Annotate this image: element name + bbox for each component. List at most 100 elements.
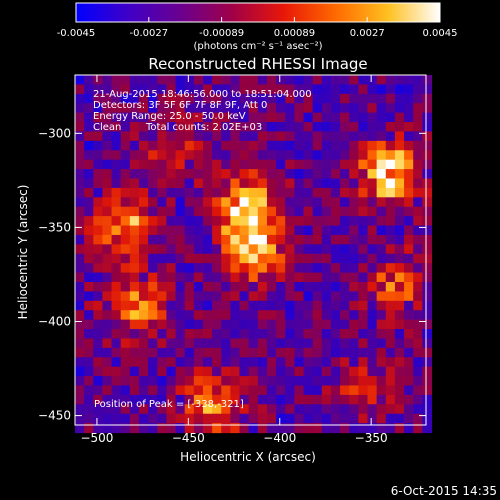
heatmap-cell [102,206,113,217]
heatmap-cell [221,310,231,321]
heatmap-cell [404,319,414,330]
heatmap-cell [294,187,305,198]
heatmap-cell [148,319,158,330]
heatmap-cell [111,84,122,95]
heatmap-cell [257,112,268,123]
heatmap-cell [321,272,332,283]
heatmap-cell [120,131,131,142]
heatmap-cell [294,338,305,349]
heatmap-cell [84,357,94,368]
heatmap-cell [212,75,222,86]
heatmap-cell [111,122,122,133]
heatmap-cell [230,357,241,368]
heatmap-cell [385,225,396,236]
heatmap-cell [111,300,122,311]
heatmap-cell [394,103,405,114]
heatmap-cell [422,159,433,170]
heatmap-cell [404,357,414,368]
heatmap-cell [102,310,113,321]
y-tick-label: −300 [38,126,71,140]
heatmap-cell [422,140,433,151]
heatmap-cell [111,178,122,189]
heatmap-cell [285,75,295,86]
heatmap-cell [404,225,414,236]
heatmap-cell [129,413,140,424]
heatmap-cell [376,385,387,396]
heatmap-cell [276,385,286,396]
heatmap-cell [239,234,250,245]
heatmap-cell [166,338,177,349]
heatmap-cell [230,263,241,274]
heatmap-cell [166,187,177,198]
heatmap-cell [376,225,387,236]
heatmap-cell [102,244,113,255]
heatmap-cell [330,319,341,330]
heatmap-cell [404,206,414,217]
heatmap-cell [349,197,359,208]
heatmap-cell [184,206,195,217]
heatmap-cell [330,281,341,292]
heatmap-cell [321,329,332,340]
heatmap-cell [138,150,149,161]
heatmap-cell [276,413,286,424]
heatmap-cell [257,376,268,387]
heatmap-cell [404,347,414,358]
heatmap-cell [376,300,387,311]
heatmap-cell [75,404,85,415]
heatmap-cell [303,216,314,227]
heatmap-cell [349,404,359,415]
heatmap-cell [321,319,332,330]
heatmap-cell [294,263,305,274]
annotation-peak-position: Position of Peak = [-338,-321] [94,399,244,410]
heatmap-cell [184,140,195,151]
heatmap-cell [75,310,85,321]
heatmap-cell [157,75,168,86]
heatmap-cell [212,347,222,358]
heatmap-cell [321,140,332,151]
heatmap-cell [120,112,131,123]
heatmap-cell [321,169,332,180]
heatmap-cell [248,423,259,434]
heatmap-cell [349,376,359,387]
heatmap-cell [148,140,158,151]
heatmap-cell [239,75,250,86]
heatmap-cell [321,385,332,396]
heatmap-cell [102,357,113,368]
heatmap-cell [285,159,295,170]
heatmap-cell [138,169,149,180]
heatmap-cell [230,225,241,236]
heatmap-cell [138,413,149,424]
heatmap-cell [193,253,204,264]
heatmap-cell [157,178,168,189]
heatmap-cell [349,140,359,151]
colorbar-gradient [75,2,441,23]
heatmap-cell [376,112,387,123]
heatmap-cell [376,310,387,321]
heatmap-cell [248,225,259,236]
heatmap-cell [184,131,195,142]
heatmap-cell [193,84,204,95]
heatmap-cell [93,263,104,274]
heatmap-cell [248,357,259,368]
plot-frame [74,74,427,426]
heatmap-cell [212,178,222,189]
heatmap-cell [84,206,94,217]
heatmap-cell [212,300,222,311]
heatmap-cell [349,347,359,358]
heatmap-cell [266,112,277,123]
heatmap-cell [111,291,122,302]
heatmap-cell [138,234,149,245]
heatmap-cell [422,281,433,292]
heatmap-cell [175,272,186,283]
heatmap-cell [376,169,387,180]
heatmap-cell [257,84,268,95]
heatmap-cell [157,122,168,133]
heatmap-cell [111,404,122,415]
heatmap-cell [230,84,241,95]
heatmap-cell [257,319,268,330]
heatmap-cell [321,253,332,264]
heatmap-cell [184,216,195,227]
heatmap-cell [212,234,222,245]
heatmap-cell [75,234,85,245]
heatmap-cell [75,413,85,424]
